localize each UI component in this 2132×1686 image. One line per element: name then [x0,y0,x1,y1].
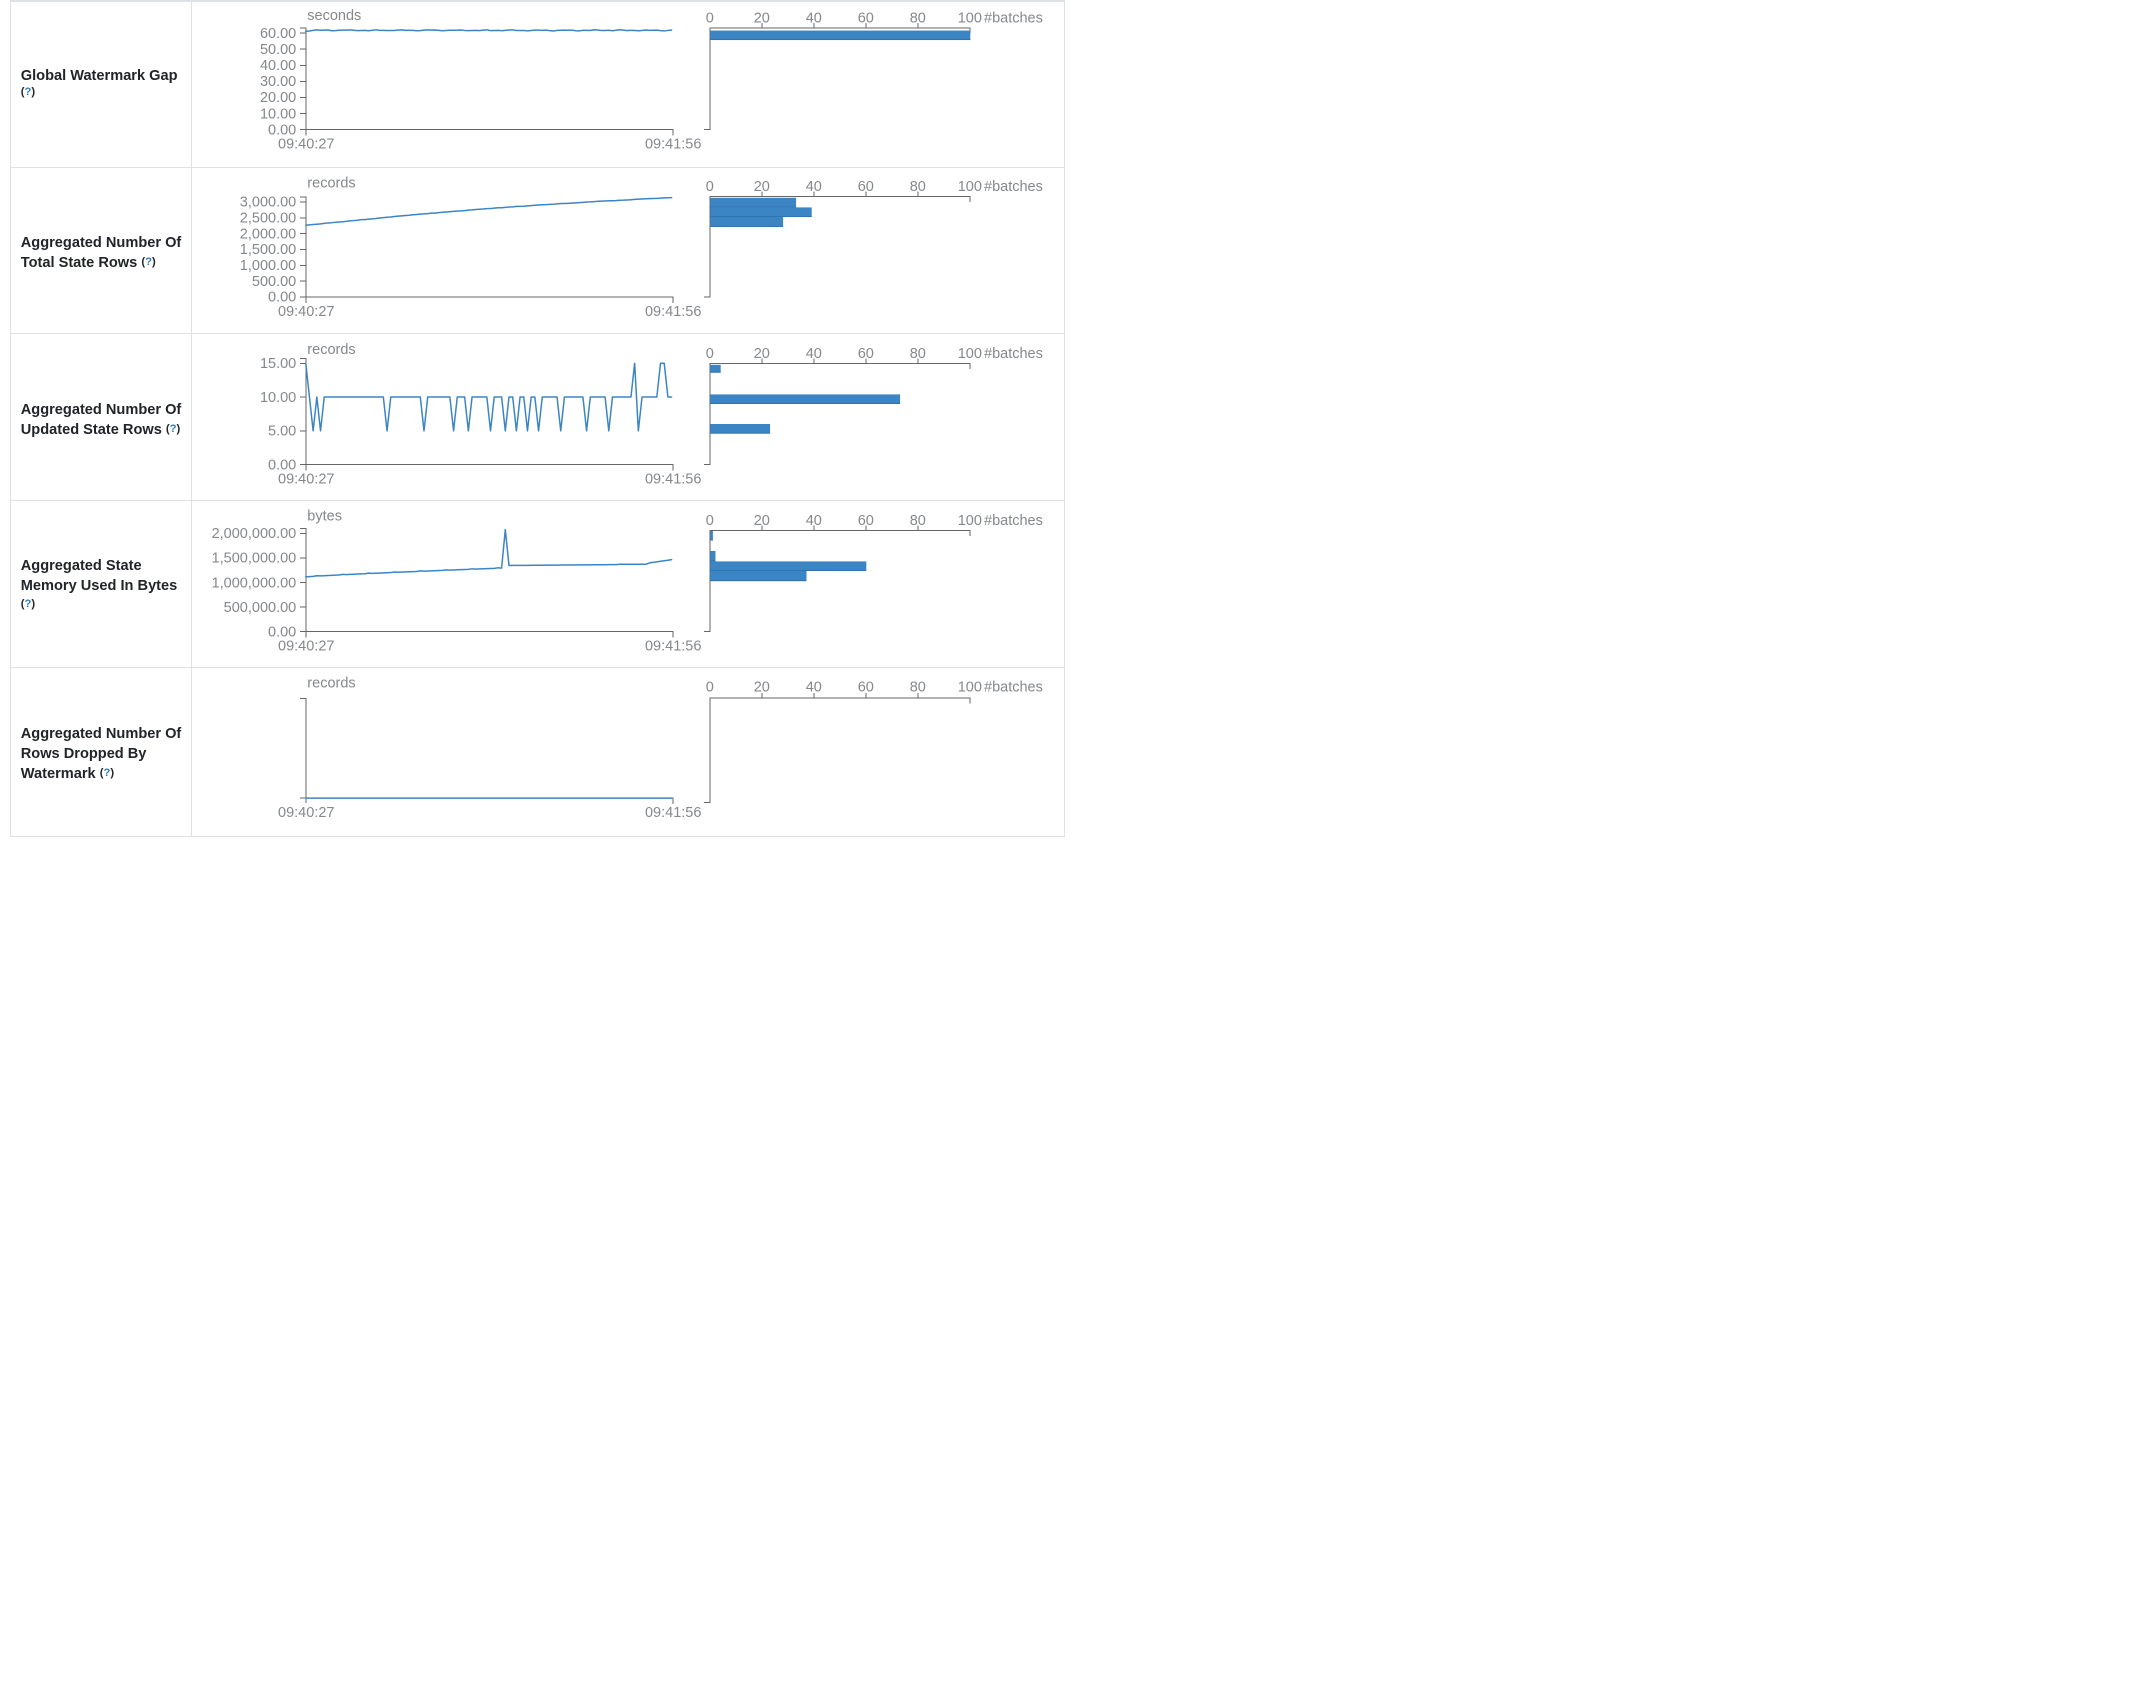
svg-text:100: 100 [958,179,982,195]
svg-text:bytes: bytes [307,508,342,524]
svg-text:0.00: 0.00 [268,290,296,306]
svg-text:09:40:27: 09:40:27 [278,805,334,821]
svg-text:1,000.00: 1,000.00 [240,258,296,274]
svg-text:2,000.00: 2,000.00 [240,226,296,242]
svg-text:5.00: 5.00 [268,424,296,440]
svg-text:40: 40 [806,179,822,195]
svg-text:40: 40 [806,11,822,27]
svg-text:09:41:56: 09:41:56 [645,805,701,821]
svg-text:09:41:56: 09:41:56 [645,639,701,655]
svg-text:60: 60 [858,179,874,195]
svg-text:100: 100 [958,680,982,696]
svg-text:0.00: 0.00 [268,122,296,138]
svg-text:60: 60 [858,680,874,696]
svg-text:09:40:27: 09:40:27 [278,137,334,153]
svg-text:0: 0 [706,179,714,195]
svg-text:500,000.00: 500,000.00 [224,600,297,616]
svg-text:records: records [307,676,355,692]
svg-text:40.00: 40.00 [260,58,296,74]
svg-text:09:41:56: 09:41:56 [645,304,701,320]
svg-text:0: 0 [706,680,714,696]
svg-text:20: 20 [754,11,770,27]
svg-text:3,000.00: 3,000.00 [240,195,296,211]
svg-text:records: records [307,342,355,358]
svg-text:seconds: seconds [307,8,361,24]
svg-text:50.00: 50.00 [260,42,296,58]
svg-text:80: 80 [910,513,926,529]
svg-text:20: 20 [754,179,770,195]
svg-text:100: 100 [958,346,982,362]
svg-text:2,000,000.00: 2,000,000.00 [212,526,297,542]
svg-text:60: 60 [858,513,874,529]
svg-text:60: 60 [858,346,874,362]
svg-text:30.00: 30.00 [260,74,296,90]
svg-text:#batches: #batches [984,513,1043,529]
svg-text:500.00: 500.00 [252,274,296,290]
svg-text:0.00: 0.00 [268,457,296,473]
svg-text:100: 100 [958,11,982,27]
svg-text:40: 40 [806,346,822,362]
svg-text:60.00: 60.00 [260,26,296,42]
svg-text:0.00: 0.00 [268,624,296,640]
svg-text:#batches: #batches [984,179,1043,195]
svg-text:0: 0 [706,346,714,362]
svg-text:0: 0 [706,11,714,27]
svg-text:15.00: 15.00 [260,356,296,372]
svg-text:09:40:27: 09:40:27 [278,472,334,488]
svg-text:10.00: 10.00 [260,390,296,406]
svg-text:#batches: #batches [984,11,1043,27]
svg-text:80: 80 [910,346,926,362]
svg-text:100: 100 [958,513,982,529]
svg-text:80: 80 [910,680,926,696]
svg-text:09:40:27: 09:40:27 [278,639,334,655]
svg-text:80: 80 [910,179,926,195]
svg-text:09:41:56: 09:41:56 [645,472,701,488]
svg-text:40: 40 [806,513,822,529]
svg-text:20: 20 [754,513,770,529]
svg-text:09:41:56: 09:41:56 [645,137,701,153]
svg-text:20: 20 [754,680,770,696]
svg-text:60: 60 [858,11,874,27]
svg-text:#batches: #batches [984,680,1043,696]
svg-text:10.00: 10.00 [260,106,296,122]
svg-text:1,500,000.00: 1,500,000.00 [212,551,297,567]
svg-text:40: 40 [806,680,822,696]
svg-text:#batches: #batches [984,346,1043,362]
svg-text:records: records [307,175,355,191]
svg-text:09:40:27: 09:40:27 [278,304,334,320]
svg-text:2,500.00: 2,500.00 [240,211,296,227]
svg-text:20: 20 [754,346,770,362]
svg-text:1,000,000.00: 1,000,000.00 [212,575,297,591]
svg-text:20.00: 20.00 [260,90,296,106]
svg-text:80: 80 [910,11,926,27]
svg-text:1,500.00: 1,500.00 [240,242,296,258]
svg-text:0: 0 [706,513,714,529]
